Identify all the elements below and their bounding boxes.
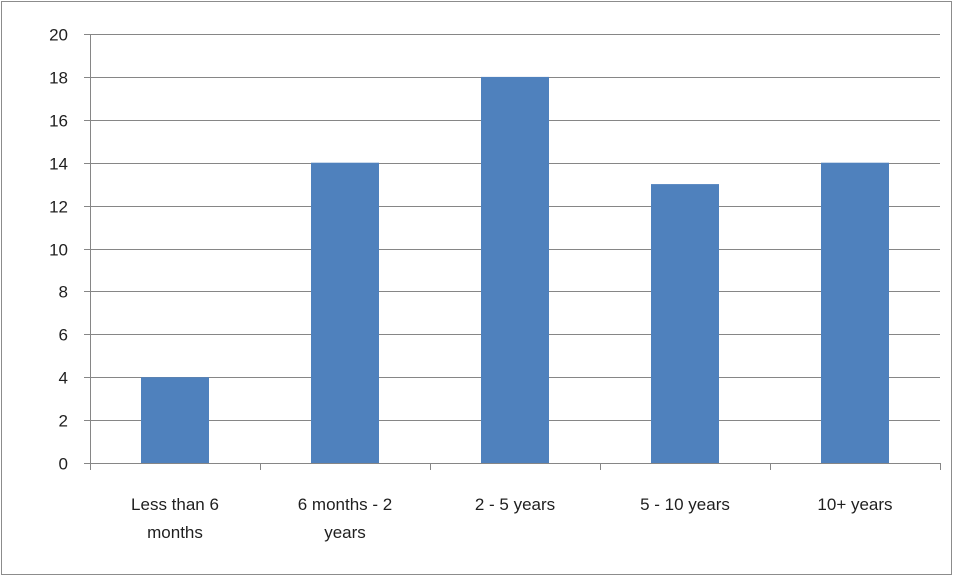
y-tick-label: 6 [59, 326, 68, 345]
axes [84, 34, 941, 470]
x-tick-label: 6 months - 2 years [298, 495, 393, 542]
y-tick-label: 12 [49, 198, 68, 217]
y-tick-label: 16 [49, 112, 68, 131]
y-tick-label: 10 [49, 241, 68, 260]
x-tick-label-line: 6 months - 2 [298, 495, 393, 514]
x-tick-label: 10+ years [817, 495, 892, 514]
x-tick-label-line: months [147, 523, 203, 542]
y-tick-label: 8 [59, 283, 68, 302]
y-tick-label: 0 [59, 455, 68, 474]
y-tick-label: 4 [59, 369, 68, 388]
x-tick-label: 2 - 5 years [475, 495, 555, 514]
bar [311, 162, 379, 463]
x-tick-label-line: 5 - 10 years [640, 495, 730, 514]
bars [141, 76, 889, 464]
x-tick-labels: Less than 6 months 6 months - 2 years 2 - 5 … [131, 495, 893, 542]
bar [821, 162, 889, 463]
y-tick-label: 14 [49, 155, 68, 174]
y-tick-label: 18 [49, 69, 68, 88]
bar [481, 76, 549, 464]
x-tick-label-line: 2 - 5 years [475, 495, 555, 514]
y-tick-labels: 0 2 4 6 8 10 12 14 16 18 20 [49, 26, 68, 474]
bar [141, 377, 209, 463]
y-tick-label: 20 [49, 26, 68, 45]
x-tick-label-line: Less than 6 [131, 495, 219, 514]
x-tick-label: Less than 6 months [131, 495, 219, 542]
x-tick-label-line: 10+ years [817, 495, 892, 514]
x-tick-label: 5 - 10 years [640, 495, 730, 514]
bar [651, 184, 719, 463]
y-tick-label: 2 [59, 412, 68, 431]
x-tick-label-line: years [324, 523, 366, 542]
